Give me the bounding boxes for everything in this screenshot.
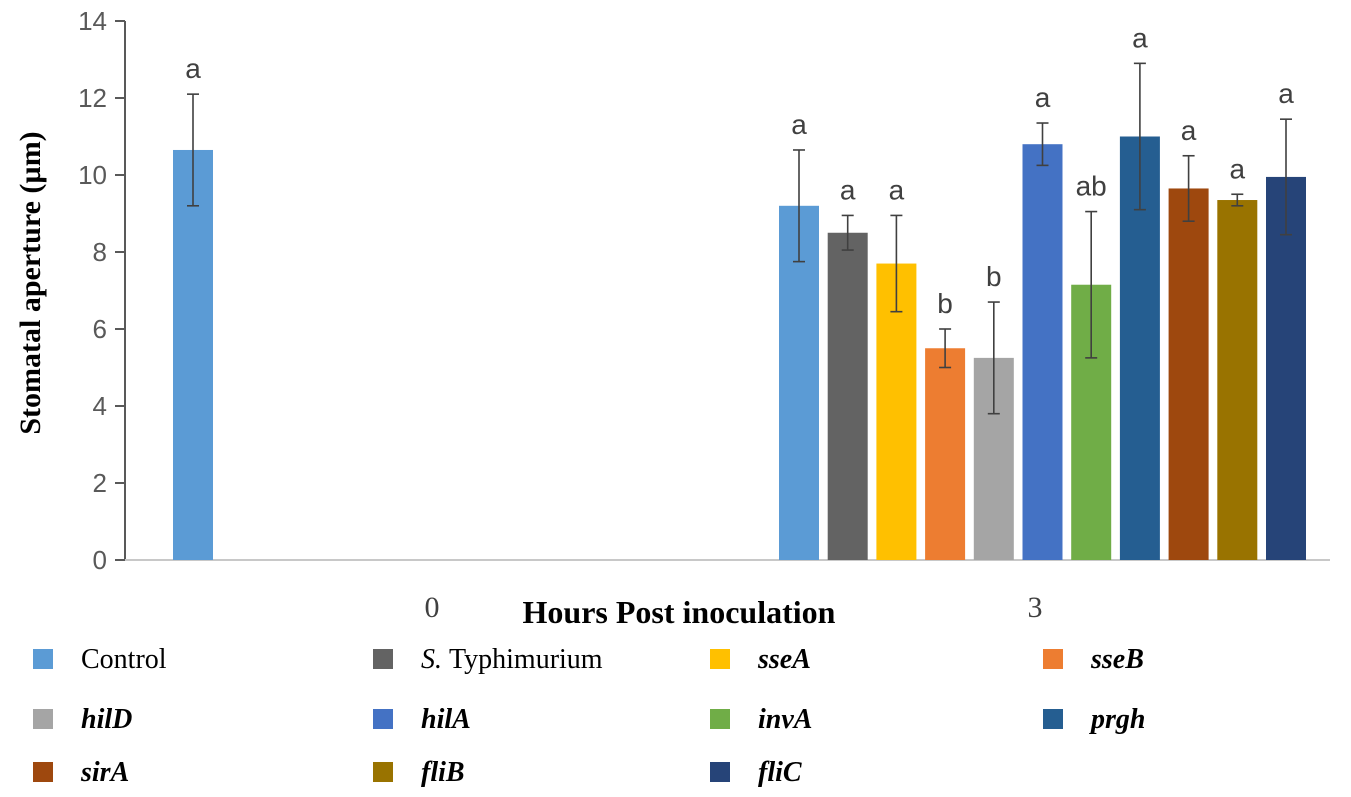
y-axis-ticks: 0 2 4 6 8 10 12 14 <box>78 6 125 575</box>
legend-item: hilA <box>373 704 471 735</box>
error-bar <box>1182 154 1195 222</box>
bar-hila-3 <box>1022 144 1063 560</box>
significance-letter: b <box>937 288 953 319</box>
x-category-label: 0 <box>425 591 440 624</box>
error-bar <box>187 93 199 207</box>
error-bar <box>890 214 903 313</box>
legend-label: sseB <box>1090 644 1144 675</box>
legend-swatch <box>1043 649 1063 669</box>
significance-letter: a <box>1230 153 1246 184</box>
legend-label: S. Typhimurium <box>421 644 603 675</box>
legend-swatch <box>1043 709 1063 729</box>
legend-label: hilA <box>421 704 471 735</box>
legend-swatch <box>710 762 730 782</box>
significance-letter: a <box>840 174 856 205</box>
bar-sseb-3 <box>925 348 966 560</box>
x-category-label: 3 <box>1028 591 1043 624</box>
legend-label: hilD <box>81 704 132 735</box>
legend-item: sirA <box>33 757 129 788</box>
error-bar <box>841 214 854 251</box>
legend-item: S. Typhimurium <box>373 644 603 675</box>
significance-letter: a <box>791 109 807 140</box>
error-bar <box>793 149 805 263</box>
y-tick-label: 12 <box>78 83 107 113</box>
legend-item: prgh <box>1043 704 1145 735</box>
legend-swatch <box>33 649 53 669</box>
significance-letter: a <box>1181 115 1197 146</box>
y-tick-label: 10 <box>78 160 107 190</box>
error-bar <box>939 328 952 369</box>
error-bar <box>1036 122 1049 167</box>
significance-letter: a <box>889 174 905 205</box>
legend-item: fliC <box>710 757 802 788</box>
y-tick-label: 4 <box>93 391 107 421</box>
legend-swatch <box>373 649 393 669</box>
y-tick-label: 8 <box>93 237 107 267</box>
legend-label: prgh <box>1089 704 1145 735</box>
legend-item: hilD <box>33 704 132 735</box>
y-tick-label: 14 <box>78 6 107 36</box>
legend-label: fliC <box>758 757 802 788</box>
legend-swatch <box>710 709 730 729</box>
legend-swatch <box>373 762 393 782</box>
y-tick-label: 0 <box>93 545 107 575</box>
error-bar <box>1133 62 1146 211</box>
legend: Control S. Typhimurium sseA sseB hilD hilA inv… <box>33 644 1145 788</box>
legend-swatch <box>710 649 730 669</box>
legend-label: invA <box>758 704 812 735</box>
y-axis-label: Stomatal aperture (µm) <box>14 131 47 434</box>
bar-ssea-3 <box>876 263 917 560</box>
legend-swatch <box>373 709 393 729</box>
error-bar <box>987 301 1000 415</box>
bar-control-0 <box>173 149 213 560</box>
legend-label: sseA <box>757 644 811 675</box>
bar-flic-3 <box>1266 176 1306 561</box>
error-bar <box>1231 193 1244 207</box>
legend-item: sseB <box>1043 644 1144 675</box>
significance-letter: a <box>1035 82 1051 113</box>
legend-label: fliB <box>421 757 465 788</box>
error-bar <box>1280 118 1292 236</box>
significance-letter: ab <box>1076 171 1107 202</box>
x-axis-label: Hours Post inoculation <box>523 594 836 630</box>
legend-item: fliB <box>373 757 465 788</box>
legend-label: sirA <box>80 757 129 788</box>
legend-item: invA <box>710 704 812 735</box>
legend-item: sseA <box>710 644 811 675</box>
bar-control-3 <box>779 205 819 561</box>
bar-sira-3 <box>1168 188 1209 560</box>
legend-swatch <box>33 709 53 729</box>
bar-flib-3 <box>1217 200 1258 560</box>
legend-swatch <box>33 762 53 782</box>
error-bar <box>1085 210 1098 359</box>
legend-label: Control <box>81 644 167 675</box>
y-tick-label: 2 <box>93 468 107 498</box>
legend-item: Control <box>33 644 167 675</box>
significance-letter: a <box>1132 22 1148 53</box>
significance-letter: a <box>185 53 201 84</box>
significance-letter: b <box>986 261 1002 292</box>
y-tick-label: 6 <box>93 314 107 344</box>
bar-typhimurium-3 <box>827 232 868 560</box>
significance-letter: a <box>1278 78 1294 109</box>
